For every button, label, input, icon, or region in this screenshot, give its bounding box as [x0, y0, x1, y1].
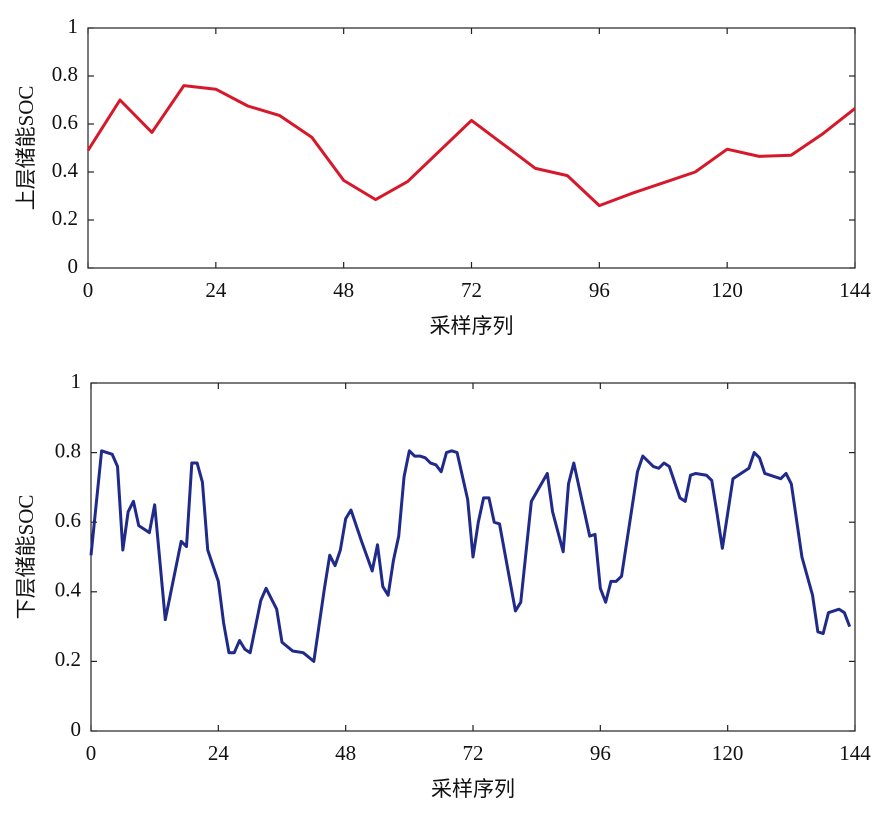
x-tick-label: 144: [839, 741, 871, 765]
y-tick-label: 0: [71, 717, 82, 741]
y-tick-label: 0.4: [52, 158, 79, 182]
y-tick-label: 0.6: [52, 110, 78, 134]
y-tick-label: 0.6: [55, 508, 81, 532]
x-tick-label: 96: [590, 741, 611, 765]
y-tick-label: 1: [68, 14, 79, 38]
y-tick-label: 0.2: [55, 647, 81, 671]
y-tick-label: 0.8: [55, 438, 81, 462]
plot-frame: [87, 27, 856, 269]
y-tick-label: 0.2: [52, 206, 78, 230]
x-tick-label: 120: [711, 278, 743, 302]
x-tick-label: 144: [839, 278, 871, 302]
y-tick-label: 1: [71, 369, 82, 393]
x-tick-label: 72: [463, 741, 484, 765]
y-axis-label: 上层储能SOC: [14, 86, 38, 211]
x-tick-label: 72: [461, 278, 482, 302]
y-tick-label: 0.4: [55, 578, 82, 602]
x-tick-label: 48: [335, 741, 356, 765]
data-line: [89, 449, 852, 663]
x-tick-label: 48: [333, 278, 354, 302]
x-tick-label: 0: [83, 278, 94, 302]
x-tick-label: 0: [86, 741, 97, 765]
x-tick-label: 120: [712, 741, 744, 765]
data-line: [86, 84, 856, 208]
y-tick-label: 0: [68, 254, 79, 278]
x-tick-label: 24: [208, 741, 230, 765]
x-tick-label: 96: [589, 278, 610, 302]
y-tick-label: 0.8: [52, 62, 78, 86]
y-axis-label: 下层储能SOC: [14, 495, 38, 620]
x-tick-label: 24: [205, 278, 227, 302]
x-axis-label: 采样序列: [431, 777, 515, 801]
x-axis-label: 采样序列: [430, 314, 514, 338]
